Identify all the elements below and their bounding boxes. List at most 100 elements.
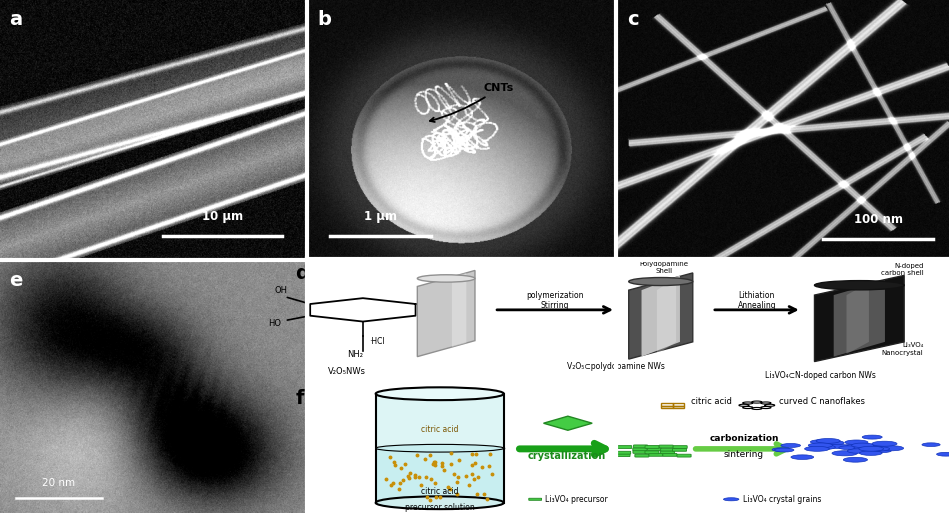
Text: f: f bbox=[295, 389, 304, 408]
Text: 20 nm: 20 nm bbox=[42, 478, 75, 488]
Ellipse shape bbox=[376, 497, 504, 509]
Text: curved C nanoflakes: curved C nanoflakes bbox=[779, 397, 865, 406]
Text: Li₃VO₄ precursor: Li₃VO₄ precursor bbox=[546, 495, 608, 504]
Polygon shape bbox=[814, 275, 904, 362]
FancyBboxPatch shape bbox=[645, 451, 659, 453]
Circle shape bbox=[873, 449, 891, 452]
Text: b: b bbox=[318, 10, 331, 29]
Circle shape bbox=[723, 498, 739, 501]
Text: polymerization: polymerization bbox=[527, 290, 584, 300]
Text: precursor solution: precursor solution bbox=[405, 503, 474, 512]
FancyBboxPatch shape bbox=[661, 448, 675, 451]
Circle shape bbox=[832, 451, 858, 456]
Circle shape bbox=[812, 445, 835, 449]
Text: citric acid: citric acid bbox=[421, 487, 458, 496]
FancyBboxPatch shape bbox=[662, 453, 677, 456]
Circle shape bbox=[868, 447, 889, 451]
FancyBboxPatch shape bbox=[635, 454, 649, 457]
FancyBboxPatch shape bbox=[673, 446, 687, 448]
Circle shape bbox=[851, 443, 874, 447]
Circle shape bbox=[839, 446, 857, 449]
Text: ·HCl: ·HCl bbox=[369, 337, 385, 346]
Polygon shape bbox=[642, 275, 679, 357]
Text: Stirring: Stirring bbox=[541, 301, 569, 310]
Circle shape bbox=[872, 441, 897, 446]
Text: Li₃VO₄ crystal grains: Li₃VO₄ crystal grains bbox=[743, 495, 821, 504]
Text: 1 μm: 1 μm bbox=[364, 210, 398, 223]
Circle shape bbox=[850, 447, 868, 451]
Text: e: e bbox=[9, 271, 23, 290]
Text: HO: HO bbox=[269, 319, 282, 327]
Circle shape bbox=[791, 455, 813, 460]
FancyBboxPatch shape bbox=[529, 498, 542, 500]
Text: V₂O₅⊂polydopamine NWs: V₂O₅⊂polydopamine NWs bbox=[567, 362, 665, 371]
Text: N-doped: N-doped bbox=[894, 263, 923, 269]
Text: V₂O₅NWs: V₂O₅NWs bbox=[327, 367, 366, 376]
Text: crystallization: crystallization bbox=[527, 451, 605, 461]
Circle shape bbox=[821, 441, 845, 445]
Circle shape bbox=[845, 440, 868, 445]
Text: NH₂: NH₂ bbox=[347, 350, 363, 359]
Circle shape bbox=[861, 446, 885, 451]
FancyBboxPatch shape bbox=[376, 448, 504, 503]
Text: c: c bbox=[626, 10, 639, 29]
Circle shape bbox=[844, 444, 866, 448]
Circle shape bbox=[805, 446, 829, 451]
Text: Nanocrystal: Nanocrystal bbox=[882, 350, 923, 357]
Circle shape bbox=[922, 443, 940, 446]
Polygon shape bbox=[833, 280, 884, 357]
FancyBboxPatch shape bbox=[661, 451, 675, 453]
Circle shape bbox=[809, 443, 832, 448]
FancyBboxPatch shape bbox=[645, 446, 660, 448]
Text: Li₃VO₄: Li₃VO₄ bbox=[902, 342, 923, 348]
FancyBboxPatch shape bbox=[617, 451, 631, 454]
Circle shape bbox=[859, 446, 884, 451]
Text: citric acid: citric acid bbox=[421, 425, 458, 433]
Circle shape bbox=[857, 446, 875, 450]
Circle shape bbox=[847, 449, 869, 453]
Text: Annealing: Annealing bbox=[737, 301, 776, 310]
Text: citric acid: citric acid bbox=[692, 397, 733, 406]
Circle shape bbox=[847, 446, 870, 451]
Circle shape bbox=[867, 445, 885, 449]
Circle shape bbox=[878, 446, 903, 451]
Polygon shape bbox=[452, 273, 466, 347]
FancyBboxPatch shape bbox=[660, 445, 673, 448]
FancyBboxPatch shape bbox=[673, 448, 686, 451]
Circle shape bbox=[851, 444, 875, 449]
FancyBboxPatch shape bbox=[618, 446, 632, 448]
Text: 10 μm: 10 μm bbox=[202, 210, 243, 223]
Text: Li₃VO₄⊂N-doped carbon NWs: Li₃VO₄⊂N-doped carbon NWs bbox=[766, 370, 876, 380]
FancyBboxPatch shape bbox=[633, 448, 647, 451]
FancyBboxPatch shape bbox=[633, 450, 647, 453]
Circle shape bbox=[844, 457, 867, 462]
Text: Shell: Shell bbox=[656, 268, 673, 274]
Circle shape bbox=[781, 444, 801, 447]
Text: a: a bbox=[9, 10, 23, 29]
Polygon shape bbox=[847, 283, 869, 354]
Circle shape bbox=[854, 446, 878, 450]
FancyBboxPatch shape bbox=[677, 454, 691, 457]
Polygon shape bbox=[418, 270, 475, 357]
Circle shape bbox=[860, 451, 883, 456]
FancyBboxPatch shape bbox=[647, 448, 661, 450]
Circle shape bbox=[816, 439, 840, 443]
Circle shape bbox=[937, 452, 949, 456]
Circle shape bbox=[863, 435, 883, 439]
Circle shape bbox=[852, 443, 871, 447]
Polygon shape bbox=[657, 278, 676, 354]
Ellipse shape bbox=[376, 444, 504, 452]
Ellipse shape bbox=[376, 387, 504, 400]
FancyBboxPatch shape bbox=[376, 394, 504, 503]
Polygon shape bbox=[544, 416, 592, 430]
Text: carbonization: carbonization bbox=[709, 434, 779, 443]
Circle shape bbox=[810, 440, 832, 444]
Circle shape bbox=[828, 444, 848, 448]
Text: sintering: sintering bbox=[724, 449, 764, 459]
Ellipse shape bbox=[814, 281, 904, 290]
FancyBboxPatch shape bbox=[616, 453, 630, 457]
Polygon shape bbox=[629, 273, 693, 359]
Text: Polydopamine: Polydopamine bbox=[640, 261, 688, 267]
Text: 100 nm: 100 nm bbox=[853, 213, 902, 226]
FancyBboxPatch shape bbox=[649, 453, 663, 456]
